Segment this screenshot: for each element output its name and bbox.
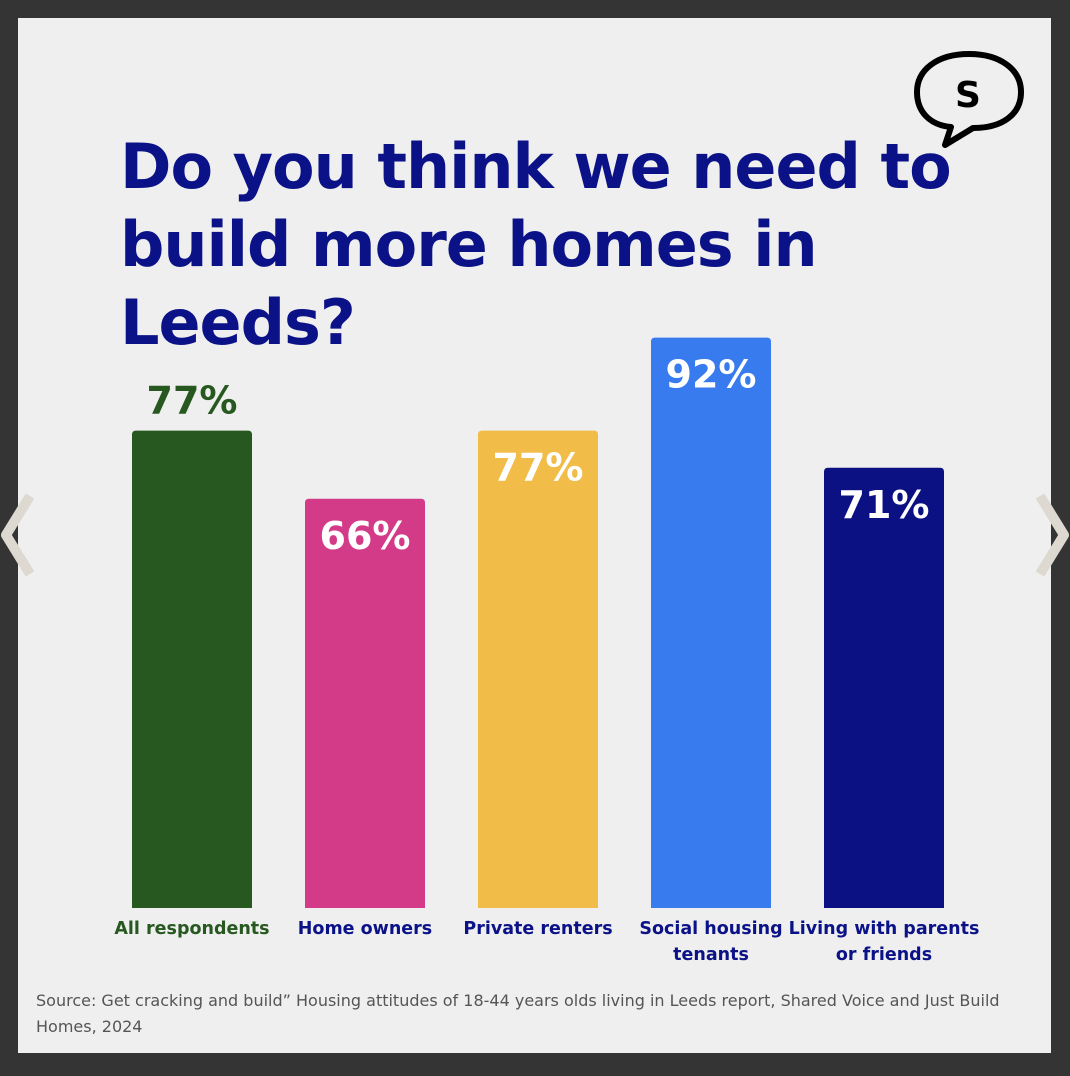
bar-1 <box>132 430 252 908</box>
shared-voice-logo: S <box>914 51 1024 148</box>
chevron-left-icon <box>1 493 35 577</box>
category-label-1: All respondents <box>114 919 269 939</box>
chart-title: Do you think we need to build more homes… <box>120 130 952 359</box>
bar-4 <box>651 337 771 909</box>
value-label-1: 77% <box>147 379 238 423</box>
next-slide-button[interactable] <box>1030 490 1070 580</box>
category-label-5: Living with parents or friends <box>789 919 980 965</box>
chevron-right-icon <box>1035 493 1069 577</box>
bar-5 <box>824 467 944 908</box>
value-label-4: 92% <box>666 353 757 397</box>
value-label-2: 66% <box>320 514 411 558</box>
chart-card: S Do you think we need to build more hom… <box>18 18 1051 1053</box>
value-label-3: 77% <box>493 446 584 490</box>
category-label-4: Social housing tenants <box>639 919 782 965</box>
previous-slide-button[interactable] <box>0 490 40 580</box>
bar-3 <box>478 430 598 908</box>
logo-letter: S <box>955 75 981 116</box>
category-label-3: Private renters <box>463 919 612 939</box>
value-label-5: 71% <box>839 483 930 527</box>
bar-chart: 77% All respondents 66% Home owners 77% Priva… <box>114 337 980 965</box>
category-label-2: Home owners <box>298 919 432 939</box>
bar-2 <box>305 498 425 908</box>
source-note: Source: Get cracking and build” Housing … <box>36 991 1000 1036</box>
